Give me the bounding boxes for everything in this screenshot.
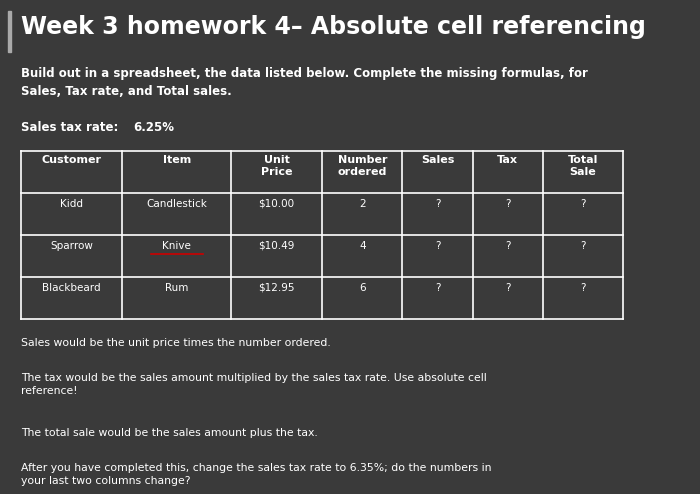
Text: Blackbeard: Blackbeard (43, 283, 101, 292)
Text: Candlestick: Candlestick (146, 199, 207, 208)
Text: ?: ? (435, 283, 440, 292)
Text: Knive: Knive (162, 241, 191, 250)
Text: Tax: Tax (497, 155, 518, 165)
Text: ?: ? (580, 199, 585, 208)
Text: ?: ? (505, 241, 510, 250)
Text: Build out in a spreadsheet, the data listed below. Complete the missing formulas: Build out in a spreadsheet, the data lis… (21, 67, 588, 98)
Text: Number
ordered: Number ordered (337, 155, 387, 177)
Text: ?: ? (505, 283, 510, 292)
Text: The tax would be the sales amount multiplied by the sales tax rate. Use absolute: The tax would be the sales amount multip… (21, 373, 486, 396)
Text: Total
Sale: Total Sale (568, 155, 598, 177)
Text: 4: 4 (359, 241, 365, 250)
Text: ?: ? (435, 199, 440, 208)
Text: Sales would be the unit price times the number ordered.: Sales would be the unit price times the … (21, 338, 330, 348)
Text: ?: ? (580, 283, 585, 292)
Text: Customer: Customer (42, 155, 102, 165)
Text: ?: ? (435, 241, 440, 250)
Text: 6.25%: 6.25% (133, 121, 174, 134)
Text: After you have completed this, change the sales tax rate to 6.35%; do the number: After you have completed this, change th… (21, 463, 491, 486)
Text: ?: ? (505, 199, 510, 208)
Text: Rum: Rum (165, 283, 188, 292)
Text: ?: ? (580, 241, 585, 250)
Text: Kidd: Kidd (60, 199, 83, 208)
Text: 6: 6 (359, 283, 365, 292)
Text: 2: 2 (359, 199, 365, 208)
Text: $12.95: $12.95 (258, 283, 295, 292)
Text: Sales tax rate:: Sales tax rate: (21, 121, 118, 134)
Text: Sales: Sales (421, 155, 454, 165)
Text: Sparrow: Sparrow (50, 241, 93, 250)
Text: Item: Item (162, 155, 191, 165)
Text: Week 3 homework 4– Absolute cell referencing: Week 3 homework 4– Absolute cell referen… (21, 15, 646, 39)
Text: $10.00: $10.00 (258, 199, 295, 208)
Text: The total sale would be the sales amount plus the tax.: The total sale would be the sales amount… (21, 428, 318, 438)
Text: $10.49: $10.49 (258, 241, 295, 250)
Text: Unit
Price: Unit Price (260, 155, 293, 177)
